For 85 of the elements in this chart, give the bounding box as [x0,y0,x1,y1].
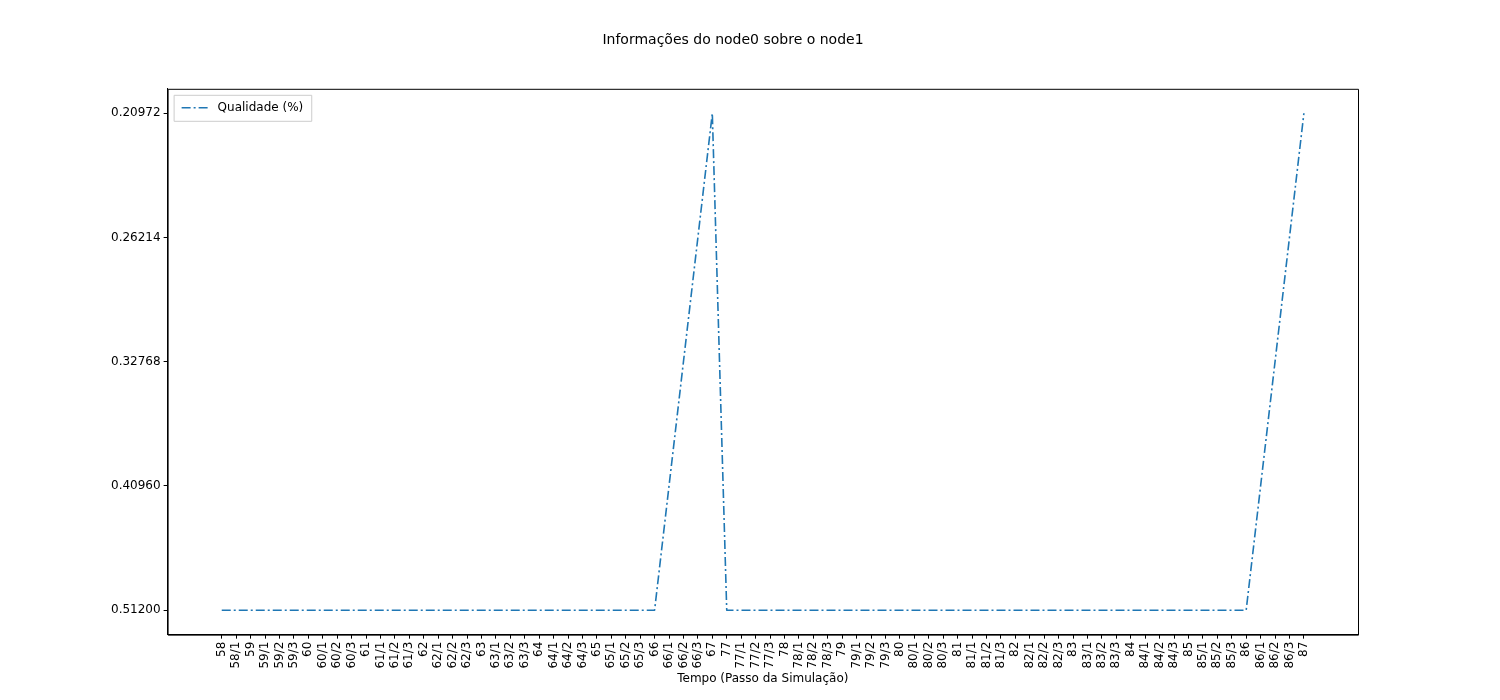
chart-title: Informações do node0 sobre o node1 [602,31,864,48]
x-tick-label: 64/1 [545,641,560,669]
x-tick-label: 84/3 [1166,641,1181,669]
x-tick-label: 78 [776,641,791,657]
x-tick-label: 81/1 [964,641,979,669]
x-tick-label: 62/1 [430,641,445,669]
x-tick-label: 59/2 [271,641,286,669]
x-tick-label: 86/1 [1252,641,1267,669]
x-tick-label: 60 [300,641,315,657]
y-tick-label: 0.32768 [111,353,161,368]
x-tick-label: 58/1 [228,641,243,669]
x-tick-label: 79/1 [848,641,863,669]
x-tick-label: 61/1 [372,641,387,669]
x-tick-label: 61/2 [387,641,401,669]
x-tick-label: 78/1 [791,641,806,669]
x-tick-label: 65/2 [617,641,632,669]
x-tick-label: 85 [1180,641,1195,657]
x-axis-title: Tempo (Passo da Simulação) [676,670,849,685]
x-tick-label: 80/1 [906,641,921,669]
x-tick-label: 84/1 [1137,641,1152,669]
y-tick-label: 0.26214 [111,229,161,244]
x-tick-label: 77/3 [762,641,777,669]
x-tick-label: 80 [892,641,907,657]
x-tick-label: 64/2 [560,641,575,669]
x-tick-label: 66/1 [661,641,676,669]
x-tick-label: 63/3 [516,641,531,669]
x-tick-label: 80/3 [935,641,950,669]
x-tick-label: 62/2 [444,641,459,669]
x-tick-label: 58 [213,641,228,657]
x-tick-label: 79/3 [877,641,892,669]
x-tick-label: 78/3 [819,641,834,669]
x-tick-label: 83/3 [1108,641,1123,669]
x-tick-label: 62 [415,641,430,657]
x-tick-label: 79/2 [863,641,878,669]
x-tick-label: 59/1 [257,641,272,669]
x-tick-label: 77/1 [733,641,748,669]
x-tick-label: 82 [1007,641,1022,657]
y-tick-label: 0.51200 [111,602,161,617]
x-tick-label: 63 [473,641,488,657]
x-tick-label: 84 [1122,641,1137,657]
x-tick-label: 81/3 [993,641,1008,669]
y-tick-label: 0.40960 [111,478,161,493]
x-tick-label: 86/2 [1267,641,1282,669]
x-tick-label: 65 [589,641,604,657]
x-tick-label: 63/2 [502,641,517,669]
x-tick-label: 82/2 [1036,641,1051,669]
x-tick-label: 63/1 [488,641,502,669]
x-tick-label: 79 [834,641,849,657]
x-tick-label: 65/3 [632,641,647,669]
x-tick-label: 83 [1065,641,1080,657]
x-tick-label: 66/3 [690,641,705,669]
x-tick-label: 64 [531,641,546,657]
legend-label: Qualidade (%) [217,99,304,114]
x-tick-label: 77 [718,641,733,657]
x-tick-label: 81/2 [978,641,993,669]
x-tick-label: 80/2 [920,641,935,669]
x-tick-label: 83/2 [1094,641,1109,669]
x-tick-label: 60/2 [329,641,344,669]
line-series [220,112,1305,611]
x-tick-label: 86/3 [1281,641,1296,669]
x-tick-label: 85/1 [1195,641,1210,669]
x-tick-label: 85/2 [1209,641,1224,669]
x-tick-label: 64/3 [574,641,589,669]
x-tick-label: 59/3 [286,641,300,669]
x-tick-label: 66 [646,641,661,657]
y-tick-label: 0.20972 [111,105,161,120]
x-tick-label: 59 [242,641,257,657]
x-tick-label: 87 [1296,641,1311,657]
x-tick-label: 78/2 [805,641,820,669]
x-tick-label: 86 [1238,641,1253,657]
x-tick-label: 77/2 [747,641,762,669]
x-tick-label: 65/1 [603,641,618,669]
x-tick-label: 62/3 [459,641,474,669]
x-tick-label: 84/2 [1151,641,1166,669]
x-tick-label: 61 [358,641,373,657]
x-tick-label: 66/2 [675,641,690,669]
x-tick-label: 82/1 [1021,641,1036,669]
x-tick-label: 60/1 [314,641,329,669]
x-tick-label: 85/3 [1223,641,1238,669]
x-tick-label: 82/3 [1050,641,1065,669]
x-tick-label: 60/3 [343,641,358,669]
x-tick-label: 81 [949,641,964,657]
x-tick-label: 61/3 [401,641,416,669]
x-tick-label: 83/1 [1079,641,1094,669]
x-tick-label: 67 [704,641,719,657]
